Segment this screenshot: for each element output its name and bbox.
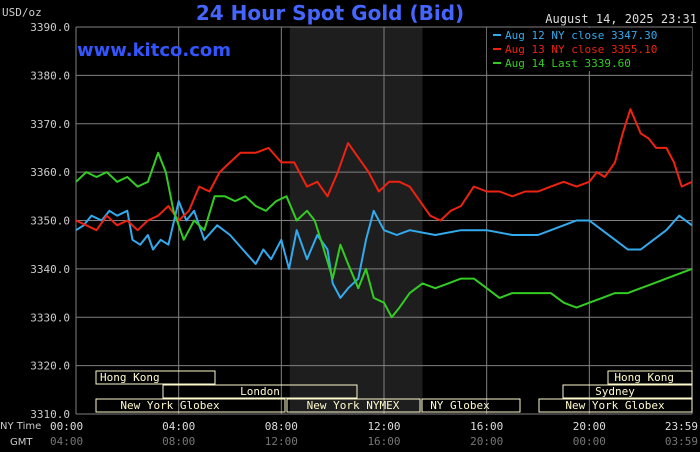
session-label: Hong Kong <box>100 371 160 384</box>
series-lines <box>75 108 693 319</box>
y-tick-label: 3330.0 <box>30 311 70 324</box>
x-tick-label-gmt: 12:00 <box>265 435 298 448</box>
series-line-3 <box>75 151 693 319</box>
y-tick-label: 3390.0 <box>30 21 70 34</box>
session-box <box>562 384 693 399</box>
x-tick-label-ny: 20:00 <box>573 420 606 433</box>
y-tick-label: 3310.0 <box>30 408 70 421</box>
x-tick-label-gmt: 20:00 <box>470 435 503 448</box>
session-box <box>162 384 358 399</box>
x-tick-label-gmt: 04:00 <box>50 435 83 448</box>
y-tick-label: 3360.0 <box>30 166 70 179</box>
legend-label-2: Aug 13 NY close 3355.10 <box>505 43 657 56</box>
x-tick-label-gmt: 03:59 <box>665 435 698 448</box>
y-tick-label: 3320.0 <box>30 360 70 373</box>
ny-time-label: NY Time <box>0 421 41 432</box>
y-tick-label: 3380.0 <box>30 69 70 82</box>
session-label: New York Globex <box>565 399 665 412</box>
legend-box <box>487 28 692 71</box>
session-label: New York NYMEX <box>307 399 400 412</box>
session-label: New York Globex <box>120 399 220 412</box>
session-label: NY Globex <box>430 399 490 412</box>
series-line-1 <box>75 200 693 299</box>
legend-label-3: Aug 14 Last 3339.60 <box>505 57 631 70</box>
x-tick-label-ny: 12:00 <box>367 420 400 433</box>
x-tick-label-gmt: 00:00 <box>573 435 606 448</box>
session-box <box>538 398 693 413</box>
x-tick-label-gmt: 08:00 <box>162 435 195 448</box>
x-tick-label-gmt: 16:00 <box>367 435 400 448</box>
y-tick-label: 3350.0 <box>30 215 70 228</box>
y-tick-label: 3340.0 <box>30 263 70 276</box>
kitco-watermark: www.kitco.com <box>77 40 231 61</box>
y-axis: 3310.0 3320.0 3330.0 3340.0 3350.0 3360.0 3370… <box>30 21 70 421</box>
chart-title: 24 Hour Spot Gold (Bid) <box>196 1 464 25</box>
session-box <box>95 370 216 385</box>
legend-label-1: Aug 12 NY close 3347.30 <box>505 29 657 42</box>
session-label: London <box>240 385 280 398</box>
x-tick-label-ny: 23:59 <box>665 420 698 433</box>
x-tick-label-ny: 00:00 <box>50 420 83 433</box>
y-tick-label: 3370.0 <box>30 118 70 131</box>
session-box <box>95 398 286 413</box>
x-tick-label-ny: 04:00 <box>162 420 195 433</box>
session-box <box>286 398 421 413</box>
x-tick-label-ny: 08:00 <box>265 420 298 433</box>
timestamp: August 14, 2025 23:31 <box>545 12 697 26</box>
x-tick-label-ny: 16:00 <box>470 420 503 433</box>
session-box <box>421 398 521 413</box>
session-box <box>607 370 693 385</box>
gmt-label: GMT <box>10 437 33 448</box>
unit-label: USD/oz <box>2 6 42 19</box>
x-axis: 00:00 04:00 04:00 08:00 08:00 12:00 12:00 16:00… <box>50 420 698 448</box>
session-label: Sydney <box>595 385 635 398</box>
session-label: Hong Kong <box>614 371 674 384</box>
